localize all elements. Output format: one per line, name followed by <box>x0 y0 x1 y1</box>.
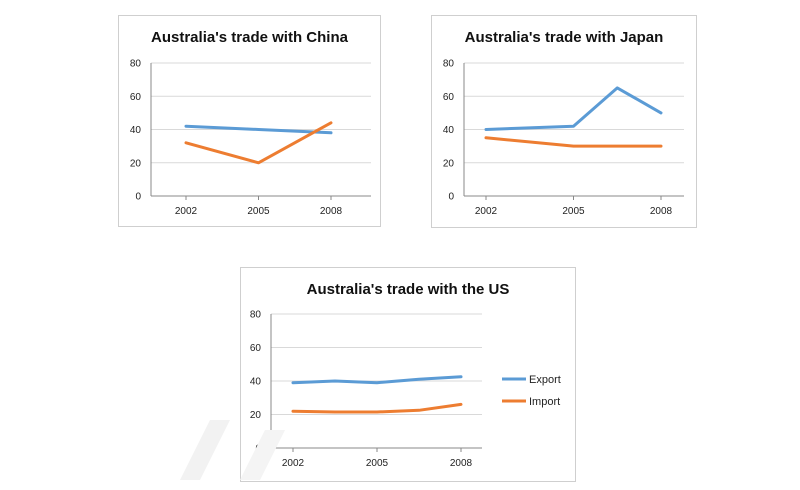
chart-svg-us: 0 20 40 60 80 2002 2005 2008 Export Import <box>250 310 561 470</box>
chart-title: Australia's trade with Japan <box>464 29 664 46</box>
chart-panel-japan: Australia's trade with Japan 0 20 40 60 80 20… <box>431 15 697 228</box>
y-tick-label: 20 <box>130 158 142 169</box>
chart-panel-us: Australia's trade with the US 0 20 40 60 80 2… <box>240 267 576 482</box>
y-tick-label: 40 <box>443 125 455 136</box>
x-tick-label: 2005 <box>366 458 389 469</box>
y-tick-label: 60 <box>250 343 262 354</box>
y-tick-label: 40 <box>130 125 142 136</box>
x-tick-label: 2008 <box>650 206 673 217</box>
y-tick-label: 80 <box>130 59 142 70</box>
y-tick-label: 20 <box>250 410 262 421</box>
chart-title: Australia's trade with the US <box>306 281 510 298</box>
x-tick-label: 2005 <box>247 206 270 217</box>
y-tick-label: 80 <box>443 59 455 70</box>
y-tick-label: 0 <box>135 192 141 203</box>
x-tick-label: 2002 <box>475 206 498 217</box>
x-tick-label: 2002 <box>175 206 198 217</box>
series-line-export <box>484 86 663 131</box>
chart-panel-china: Australia's trade with China 0 20 40 60 80 20… <box>118 15 381 227</box>
y-tick-label: 20 <box>443 158 455 169</box>
series-line-export <box>184 124 333 135</box>
chart-svg-china: 0 20 40 60 80 2002 2005 2008 <box>130 59 371 217</box>
y-tick-label: 0 <box>255 444 261 455</box>
y-tick-label: 0 <box>448 192 454 203</box>
series-line-import <box>484 136 663 148</box>
y-tick-label: 40 <box>250 377 262 388</box>
y-tick-label: 60 <box>443 92 455 103</box>
y-tick-label: 60 <box>130 92 142 103</box>
x-tick-label: 2002 <box>282 458 305 469</box>
series-line-import <box>291 402 463 414</box>
chart-svg-japan: 0 20 40 60 80 2002 2005 2008 <box>443 59 684 217</box>
legend-label-export: Export <box>529 374 561 386</box>
x-tick-label: 2008 <box>450 458 473 469</box>
chart-title: Australia's trade with China <box>151 29 348 46</box>
x-tick-label: 2008 <box>320 206 343 217</box>
series-line-import <box>184 121 333 165</box>
series-line-export <box>291 375 463 385</box>
x-tick-label: 2005 <box>562 206 585 217</box>
legend-label-import: Import <box>529 396 560 408</box>
y-tick-label: 80 <box>250 310 262 321</box>
